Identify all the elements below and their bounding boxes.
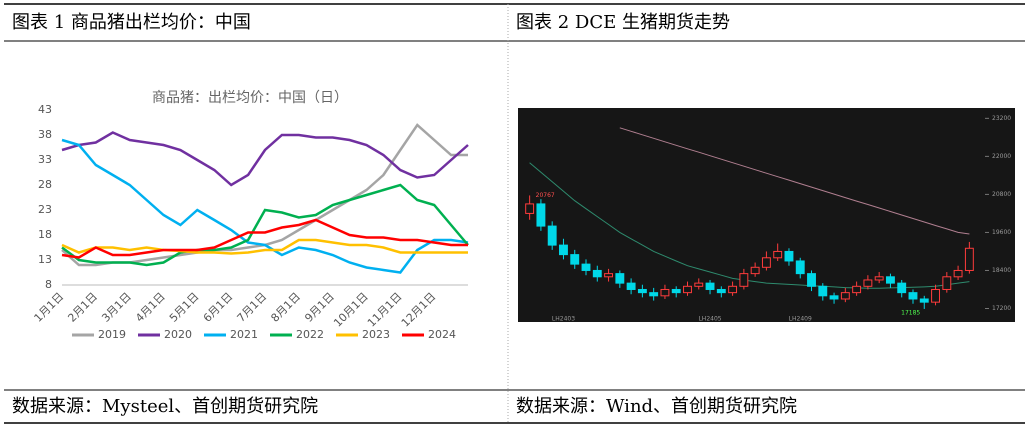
- y-tick-label: 23: [38, 203, 52, 216]
- moving-average: [619, 127, 970, 235]
- legend-label: 2024: [428, 328, 456, 341]
- candle-body: [592, 269, 602, 278]
- candle-body: [536, 203, 546, 227]
- legend-label: 2020: [164, 328, 192, 341]
- series-line: [61, 238, 468, 255]
- legend-label: 2021: [230, 328, 258, 341]
- x-tick-label: LH2405: [698, 316, 721, 323]
- candle-body: [649, 292, 659, 297]
- x-tick-label: 2月1日: [65, 290, 100, 325]
- x-tick-label: 7月1日: [235, 290, 270, 325]
- source: 数据来源：Wind、首创期货研究院: [516, 396, 797, 417]
- y-tick-label: 17200: [992, 305, 1011, 312]
- candle-body: [637, 288, 647, 294]
- y-tick-label: 33: [38, 153, 52, 166]
- candle-body: [773, 250, 783, 259]
- candle-body: [953, 269, 963, 278]
- candle-body: [683, 285, 692, 294]
- candle-body: [919, 298, 929, 303]
- x-tick-label: LH2409: [789, 316, 812, 323]
- candle-body: [807, 273, 816, 287]
- candle-panel: [518, 108, 1015, 322]
- candle-body: [694, 282, 704, 287]
- x-tick-label: LH2403: [552, 316, 575, 323]
- candle-body: [829, 295, 839, 300]
- candle-body: [863, 279, 873, 287]
- candle-body: [795, 260, 805, 275]
- source: 数据来源：Mysteel、首创期货研究院: [12, 396, 318, 417]
- candle-body: [728, 285, 738, 294]
- y-tick-label: 18: [38, 228, 52, 241]
- legend-label: 2019: [98, 328, 126, 341]
- y-tick-label: 20800: [992, 191, 1011, 198]
- y-tick-label: 22000: [992, 153, 1011, 160]
- candle-body: [818, 285, 828, 297]
- x-tick-label: 6月1日: [201, 290, 236, 325]
- annotation: 20767: [536, 192, 555, 199]
- candle-body: [716, 288, 726, 294]
- y-tick-label: 19600: [992, 229, 1011, 236]
- x-tick-label: 5月1日: [167, 290, 202, 325]
- y-tick-label: 8: [45, 278, 52, 291]
- candle-body: [671, 288, 681, 294]
- x-tick-label: 3月1日: [99, 290, 134, 325]
- candle-body: [547, 225, 557, 246]
- y-tick-label: 23200: [992, 115, 1011, 122]
- caption: 图表 2 DCE 生猪期货走势: [516, 12, 730, 33]
- moving-average: [529, 162, 970, 289]
- x-tick-label: 10月1日: [331, 290, 371, 330]
- candle-body: [604, 273, 614, 278]
- series-line: [61, 138, 469, 274]
- y-tick-label: 38: [38, 128, 52, 141]
- caption: 图表 1 商品猪出栏均价：中国: [12, 12, 251, 33]
- candle-body: [942, 276, 952, 290]
- x-tick-label: 11月1日: [365, 290, 405, 330]
- candle-body: [705, 282, 715, 290]
- x-tick-label: 8月1日: [268, 290, 303, 325]
- candle-body: [615, 273, 625, 284]
- candle-body: [581, 263, 591, 271]
- candle-body: [931, 288, 940, 303]
- candle-body: [897, 282, 907, 294]
- legend-label: 2023: [362, 328, 390, 341]
- y-tick-label: 28: [38, 178, 52, 191]
- y-tick-label: 18400: [992, 267, 1011, 274]
- candle-body: [908, 292, 918, 300]
- candle-body: [852, 285, 862, 294]
- y-tick-label: 13: [38, 253, 52, 266]
- series-line: [61, 183, 469, 267]
- candle-body: [660, 288, 670, 297]
- candle-body: [739, 273, 749, 287]
- legend-label: 2022: [296, 328, 324, 341]
- series-line: [61, 218, 468, 259]
- candle-body: [840, 292, 850, 300]
- candle-body: [885, 276, 895, 284]
- x-tick-label: 12月1日: [399, 290, 439, 330]
- chart-title: 商品猪：出栏均价：中国（日）: [152, 90, 348, 106]
- candle-body: [964, 247, 974, 271]
- series-line: [61, 131, 469, 187]
- candle-body: [525, 203, 535, 214]
- x-tick-label: 1月1日: [32, 290, 67, 325]
- candle-body: [784, 250, 794, 262]
- y-tick-label: 43: [38, 103, 52, 116]
- annotation: 17185: [901, 309, 920, 316]
- x-tick-label: 4月1日: [133, 290, 168, 325]
- candle-body: [559, 244, 568, 256]
- candle-body: [874, 276, 884, 281]
- candle-body: [570, 254, 580, 265]
- candle-body: [750, 266, 760, 275]
- candle-body: [761, 257, 771, 268]
- candle-body: [626, 282, 636, 290]
